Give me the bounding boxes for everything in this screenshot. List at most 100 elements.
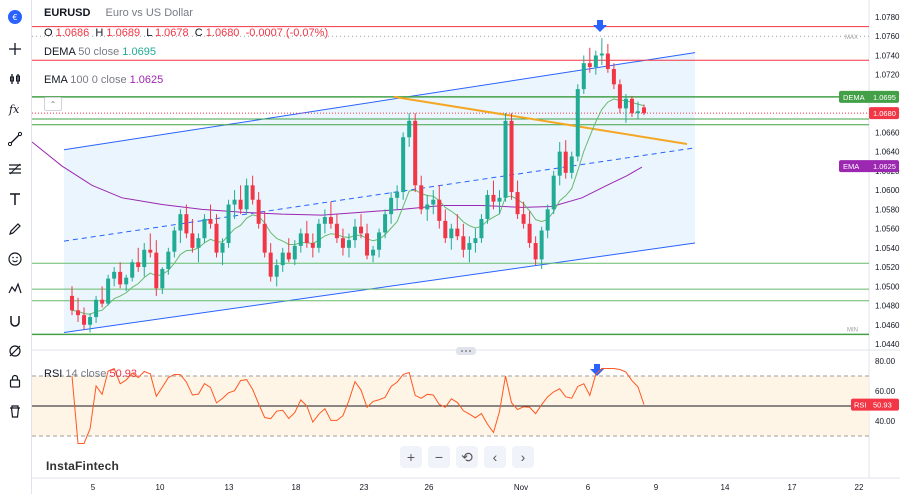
candle-body[interactable] [118, 271, 123, 285]
lock-icon[interactable] [4, 370, 26, 392]
rsi-line[interactable] [71, 367, 645, 444]
candle-body[interactable] [473, 238, 478, 244]
candle-body[interactable] [377, 232, 382, 250]
zoom-in-button[interactable]: + [400, 446, 422, 468]
candle-body[interactable] [100, 299, 105, 304]
trendline-icon[interactable] [4, 128, 26, 150]
candle-body[interactable] [359, 226, 364, 234]
candle-body[interactable] [280, 252, 285, 266]
candle-body[interactable] [461, 236, 466, 250]
candle-body[interactable] [292, 245, 297, 260]
candle-body[interactable] [304, 233, 309, 244]
candle-body[interactable] [322, 217, 327, 224]
candle-body[interactable] [437, 199, 442, 221]
candle-body[interactable] [232, 199, 237, 205]
candle-body[interactable] [328, 217, 333, 224]
candle-body[interactable] [539, 230, 544, 260]
candle-body[interactable] [371, 249, 376, 256]
candle-body[interactable] [407, 120, 412, 138]
candle-body[interactable] [148, 249, 153, 253]
candle-body[interactable] [238, 199, 243, 210]
candle-body[interactable] [425, 204, 430, 210]
candle-body[interactable] [503, 120, 508, 198]
candle-body[interactable] [551, 175, 556, 210]
candle-body[interactable] [563, 151, 568, 173]
crosshair-icon[interactable] [4, 38, 26, 60]
candle-body[interactable] [94, 299, 99, 318]
candle-body[interactable] [431, 199, 436, 205]
candle-body[interactable] [401, 137, 406, 193]
candle-body[interactable] [130, 262, 135, 278]
pane-resize-handle[interactable] [456, 347, 476, 355]
candle-body[interactable] [527, 223, 532, 244]
candle-body[interactable] [479, 218, 484, 239]
candle-body[interactable] [629, 98, 634, 114]
candle-body[interactable] [533, 243, 538, 260]
candle-body[interactable] [389, 197, 394, 215]
candle-body[interactable] [599, 53, 604, 56]
candle-body[interactable] [136, 262, 141, 268]
brush-icon[interactable] [4, 218, 26, 240]
candle-body[interactable] [346, 240, 351, 248]
hide-icon[interactable] [4, 340, 26, 362]
channel-median-line[interactable] [63, 147, 696, 242]
candle-body[interactable] [515, 192, 520, 215]
scroll-left-button[interactable]: ‹ [484, 446, 506, 468]
candle-body[interactable] [545, 209, 550, 231]
channel-lower-line[interactable] [63, 242, 696, 333]
candle-body[interactable] [298, 233, 303, 246]
resistance-trendline[interactable] [393, 95, 688, 145]
symbol-name[interactable]: EURUSD [44, 7, 91, 19]
candle-body[interactable] [443, 220, 448, 239]
candle-body[interactable] [334, 223, 339, 239]
candle-body[interactable] [214, 223, 219, 253]
candle-body[interactable] [383, 214, 388, 233]
candle-body[interactable] [274, 265, 279, 277]
candle-body[interactable] [340, 238, 345, 248]
candle-body[interactable] [220, 243, 225, 253]
reset-view-button[interactable]: ⟲ [456, 446, 478, 468]
candle-body[interactable] [208, 218, 213, 224]
candle-body[interactable] [76, 310, 81, 316]
candle-body[interactable] [124, 277, 129, 285]
rsi-legend[interactable]: RSI 14 close 50.93 [44, 368, 137, 380]
candle-body[interactable] [184, 214, 189, 234]
candle-body[interactable] [250, 185, 255, 200]
candle-body[interactable] [642, 107, 646, 114]
candle-body[interactable] [142, 249, 147, 268]
candle-body[interactable] [112, 271, 117, 279]
candle-body[interactable] [623, 98, 628, 109]
candle-body[interactable] [244, 185, 249, 210]
candle-body[interactable] [605, 53, 610, 69]
candle-body[interactable] [226, 204, 231, 244]
emoji-icon[interactable] [4, 248, 26, 270]
fib-icon[interactable] [4, 158, 26, 180]
candle-body[interactable] [310, 243, 315, 248]
candle-body[interactable] [106, 278, 111, 304]
candle-body[interactable] [611, 68, 616, 85]
candle-body[interactable] [166, 251, 171, 269]
candle-body[interactable] [593, 55, 598, 68]
candle-body[interactable] [256, 199, 261, 224]
candle-body[interactable] [365, 233, 370, 256]
chart-canvas[interactable]: MAXMIN1.07801.07601.07401.07201.07001.06… [32, 0, 900, 494]
candle-body[interactable] [70, 295, 74, 311]
collapse-legend-button[interactable]: ⌃ [44, 97, 62, 111]
delete-icon[interactable] [4, 400, 26, 422]
candle-body[interactable] [160, 268, 165, 289]
magnet-icon[interactable] [4, 310, 26, 332]
candle-body[interactable] [262, 223, 267, 253]
candle-body[interactable] [352, 226, 357, 241]
candle-body[interactable] [154, 252, 159, 289]
candle-body[interactable] [196, 238, 201, 248]
candle-body[interactable] [485, 194, 490, 219]
candle-body[interactable] [82, 315, 87, 325]
dema-legend[interactable]: DEMA 50 close 1.0695 [44, 47, 156, 58]
fx-icon[interactable]: fx [4, 98, 26, 120]
candle-body[interactable] [190, 233, 195, 248]
candle-body[interactable] [617, 84, 622, 109]
candle-body[interactable] [268, 252, 273, 277]
candle-body[interactable] [497, 197, 502, 202]
text-icon[interactable] [4, 188, 26, 210]
pattern-icon[interactable] [4, 278, 26, 300]
